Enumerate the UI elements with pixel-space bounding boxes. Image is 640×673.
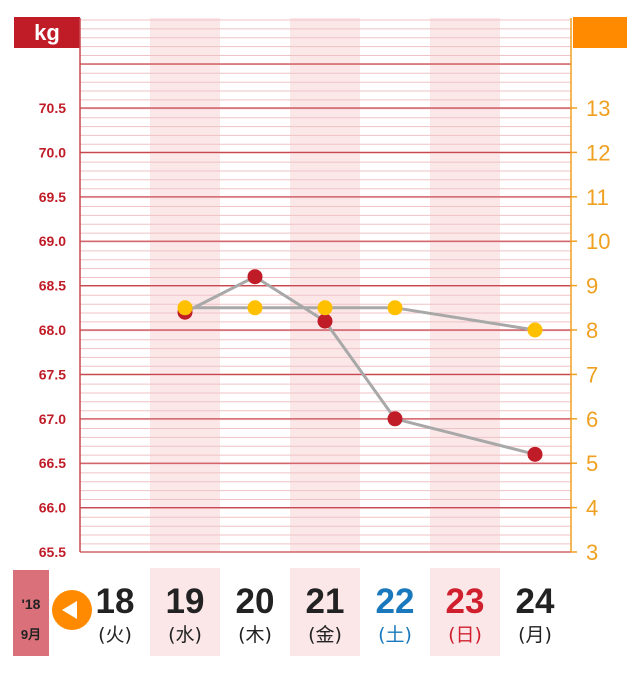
chevron-left-icon <box>62 601 77 619</box>
day-19[interactable]: 19 (水) <box>150 568 220 656</box>
day-number: 22 <box>375 582 415 621</box>
day-of-week: (水) <box>168 624 202 646</box>
left-tick-label: 70.0 <box>39 144 66 160</box>
right-series-point <box>317 300 333 316</box>
left-tick-label: 68.0 <box>39 322 66 338</box>
weight-chart: 65.5 66.0 66.5 67.0 67.5 68.0 68.5 69.0 69.5 70.0… <box>39 18 610 565</box>
left-tick-label: 65.5 <box>39 544 66 560</box>
month-label: 9月 <box>20 627 42 642</box>
day-of-week: (月) <box>518 624 552 646</box>
day-number: 23 <box>445 582 485 621</box>
right-series-point <box>527 322 543 338</box>
weight-point <box>317 313 333 329</box>
right-tick-label: 10 <box>586 229 610 254</box>
right-series-point <box>247 300 263 316</box>
weight-point <box>387 411 403 427</box>
right-tick-label: 12 <box>586 140 610 165</box>
day-20[interactable]: 20 (木) <box>220 568 290 656</box>
day-number: 20 <box>235 582 275 621</box>
year-label: '18 <box>21 596 41 612</box>
weight-point <box>247 269 263 285</box>
left-tick-label: 70.5 <box>39 100 66 116</box>
right-tick-label: 7 <box>586 362 598 387</box>
right-axis-unit-badge <box>573 17 627 48</box>
right-tick-label: 4 <box>586 496 598 521</box>
right-tick-label: 5 <box>586 451 598 476</box>
left-tick-label: 67.0 <box>39 411 66 427</box>
day-number: 18 <box>95 582 135 621</box>
day-number: 24 <box>515 582 555 621</box>
right-tick-label: 11 <box>586 185 609 210</box>
right-tick-label: 9 <box>586 274 598 299</box>
day-of-week: (土) <box>378 624 412 646</box>
right-series-point <box>387 300 403 316</box>
weight-unit-label: kg <box>14 17 80 48</box>
right-tick-label: 13 <box>586 96 610 121</box>
day-of-week: (日) <box>448 624 482 646</box>
day-22[interactable]: 22 (土) <box>360 568 430 656</box>
left-tick-label: 69.0 <box>39 233 66 249</box>
left-tick-label: 67.5 <box>39 366 66 382</box>
weight-point <box>527 446 543 462</box>
left-tick-label: 68.5 <box>39 278 66 294</box>
left-tick-label: 69.5 <box>39 189 66 205</box>
day-18[interactable]: 18 (火) <box>80 568 150 656</box>
year-month-label: '18 9月 <box>13 570 49 656</box>
right-tick-label: 3 <box>586 540 598 565</box>
day-21[interactable]: 21 (金) <box>290 568 360 656</box>
day-number: 19 <box>165 582 205 621</box>
day-of-week: (火) <box>98 624 132 646</box>
day-of-week: (金) <box>308 624 342 646</box>
day-23[interactable]: 23 (日) <box>430 568 500 656</box>
right-tick-label: 6 <box>586 407 598 432</box>
day-number: 21 <box>305 582 345 621</box>
left-tick-label: 66.0 <box>39 500 66 516</box>
previous-week-button[interactable] <box>52 590 92 630</box>
day-24[interactable]: 24 (月) <box>500 568 570 656</box>
right-series-point <box>177 300 193 316</box>
left-tick-label: 66.5 <box>39 455 66 471</box>
right-tick-label: 8 <box>586 318 598 343</box>
day-of-week: (木) <box>238 624 272 646</box>
date-navigator: '18 9月 18 (火) 19 (水) 20 (木) 21 (金) 22 (土) 23 (日) 24 (… <box>0 568 640 656</box>
